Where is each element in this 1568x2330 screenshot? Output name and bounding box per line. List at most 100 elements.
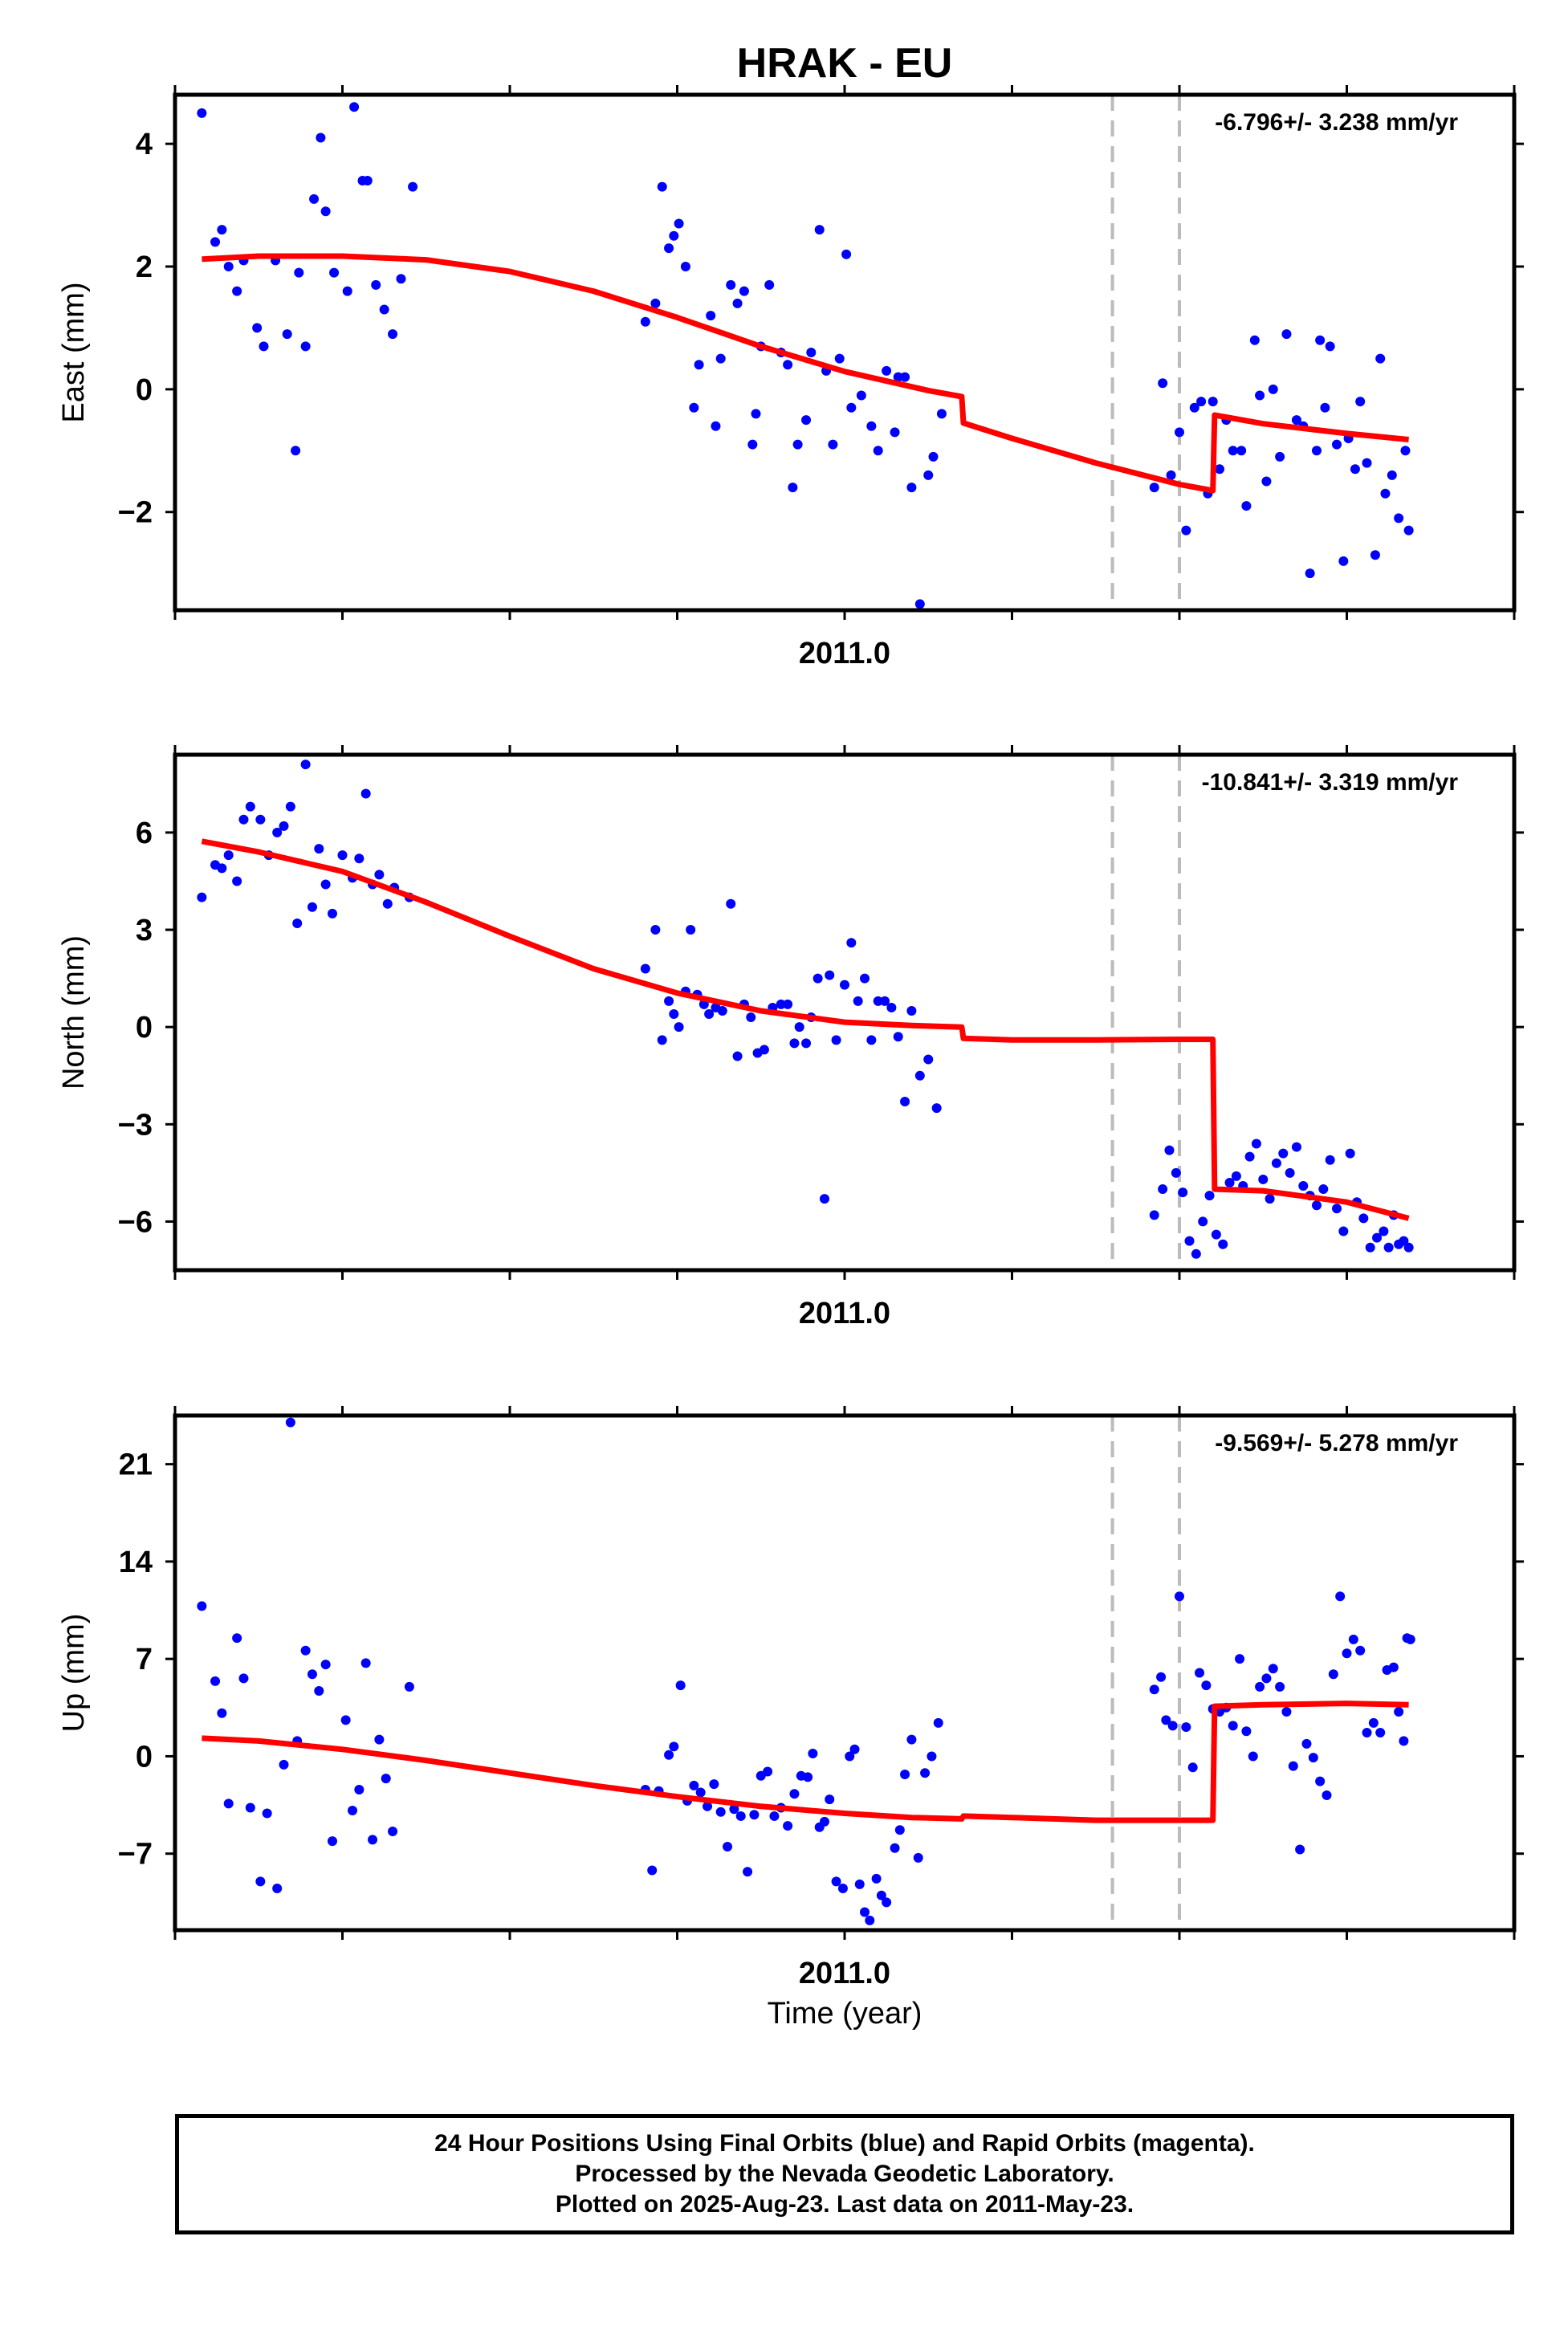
north-data-point [866, 1035, 877, 1045]
north-ytick-label: −6 [118, 1205, 153, 1239]
up-points [197, 1417, 1415, 1925]
east-data-point [914, 599, 925, 609]
north-data-point [1164, 1145, 1175, 1155]
north-data-point [238, 814, 249, 825]
up-xtick-label: 2011.0 [799, 1957, 890, 1990]
east-data-point [282, 329, 292, 340]
east-data-point [923, 470, 934, 480]
up-data-point [1394, 1707, 1404, 1717]
north-data-point [831, 1035, 841, 1045]
up-data-point [890, 1843, 900, 1853]
north-data-point [1372, 1232, 1383, 1243]
east-data-point [751, 409, 761, 419]
up-ytick-label: 7 [136, 1643, 153, 1676]
footer-line-1: 24 Hour Positions Using Final Orbits (bl… [434, 2130, 1255, 2157]
up-data-point [368, 1835, 378, 1845]
up-data-point [210, 1676, 221, 1686]
up-data-point [381, 1774, 391, 1784]
east-data-point [739, 286, 749, 296]
north-data-point [1331, 1204, 1342, 1214]
east-data-point [1305, 568, 1315, 579]
north-data-point [860, 973, 870, 984]
east-data-point [900, 372, 910, 382]
up-model-line [202, 1701, 1409, 1823]
up-data-point [1201, 1680, 1212, 1691]
east-data-point [856, 390, 866, 401]
east-data-point [783, 360, 793, 370]
up-data-point [374, 1734, 385, 1745]
up-data-point [749, 1810, 760, 1820]
north-data-point [906, 1005, 917, 1016]
north-data-point [320, 879, 331, 890]
north-data-point [1244, 1151, 1255, 1162]
north-data-point [255, 814, 266, 825]
north-data-point [307, 902, 317, 912]
north-points [197, 760, 1414, 1259]
up-ytick-label: 21 [119, 1448, 153, 1482]
north-data-point [300, 760, 311, 770]
up-data-point [272, 1884, 283, 1894]
footer-line-2: Processed by the Nevada Geodetic Laborat… [575, 2161, 1114, 2187]
up-data-point [669, 1741, 679, 1752]
east-data-point [210, 237, 221, 247]
east-data-point [1380, 488, 1391, 499]
up-data-point [1322, 1790, 1332, 1800]
north-data-point [717, 1005, 727, 1016]
up-data-point [845, 1751, 855, 1762]
north-data-point [1258, 1174, 1269, 1184]
up-data-point [1355, 1645, 1366, 1656]
up-data-point [327, 1836, 337, 1847]
up-data-point [675, 1680, 686, 1691]
up-data-point [1308, 1753, 1318, 1763]
north-data-point [360, 788, 371, 799]
up-data-point [238, 1673, 249, 1684]
up-data-point [1405, 1634, 1415, 1644]
east-data-point [657, 181, 667, 192]
up-data-point [831, 1876, 841, 1887]
north-model-line [201, 838, 1410, 1221]
north-data-point [1265, 1194, 1275, 1204]
east-data-point [928, 451, 939, 462]
north-data-point [197, 892, 207, 902]
north-data-point [893, 1032, 903, 1042]
north-data-point [914, 1070, 925, 1081]
east-model-line [202, 253, 1409, 494]
east-data-point [1320, 402, 1330, 413]
north-data-point [746, 1012, 756, 1023]
east-data-point [834, 353, 845, 364]
north-data-point [245, 801, 255, 812]
up-data-point [314, 1686, 324, 1697]
east-data-point [866, 421, 877, 431]
north-data-point [272, 827, 283, 837]
east-data-point [396, 274, 406, 284]
east-data-point [764, 279, 775, 290]
east-data-point [252, 323, 263, 333]
north-data-point [840, 980, 849, 990]
north-data-point [1204, 1191, 1215, 1201]
up-data-point [860, 1907, 870, 1917]
up-data-point [1275, 1681, 1285, 1692]
east-data-point [329, 267, 340, 278]
up-data-point [927, 1751, 937, 1762]
north-data-point [292, 918, 303, 928]
north-data-point [776, 999, 786, 1009]
up-ytick-label: −7 [118, 1838, 153, 1872]
up-data-point [1295, 1844, 1305, 1855]
up-data-point [803, 1772, 813, 1782]
east-data-point [349, 102, 360, 112]
north-data-point [759, 1045, 769, 1055]
east-data-point [890, 427, 900, 438]
north-data-point [726, 898, 736, 909]
east-data-point [814, 225, 825, 235]
up-data-point [783, 1821, 793, 1831]
east-data-point [715, 353, 726, 364]
east-data-point [316, 132, 326, 143]
up-data-point [1149, 1684, 1159, 1695]
north-data-point [1158, 1184, 1168, 1195]
up-data-point [871, 1873, 882, 1884]
east-data-point [1281, 329, 1292, 340]
up-data-point [1315, 1776, 1326, 1786]
east-y-axis-label: East (mm) [57, 282, 91, 422]
north-data-point [1345, 1148, 1355, 1159]
up-data-point [876, 1890, 886, 1900]
